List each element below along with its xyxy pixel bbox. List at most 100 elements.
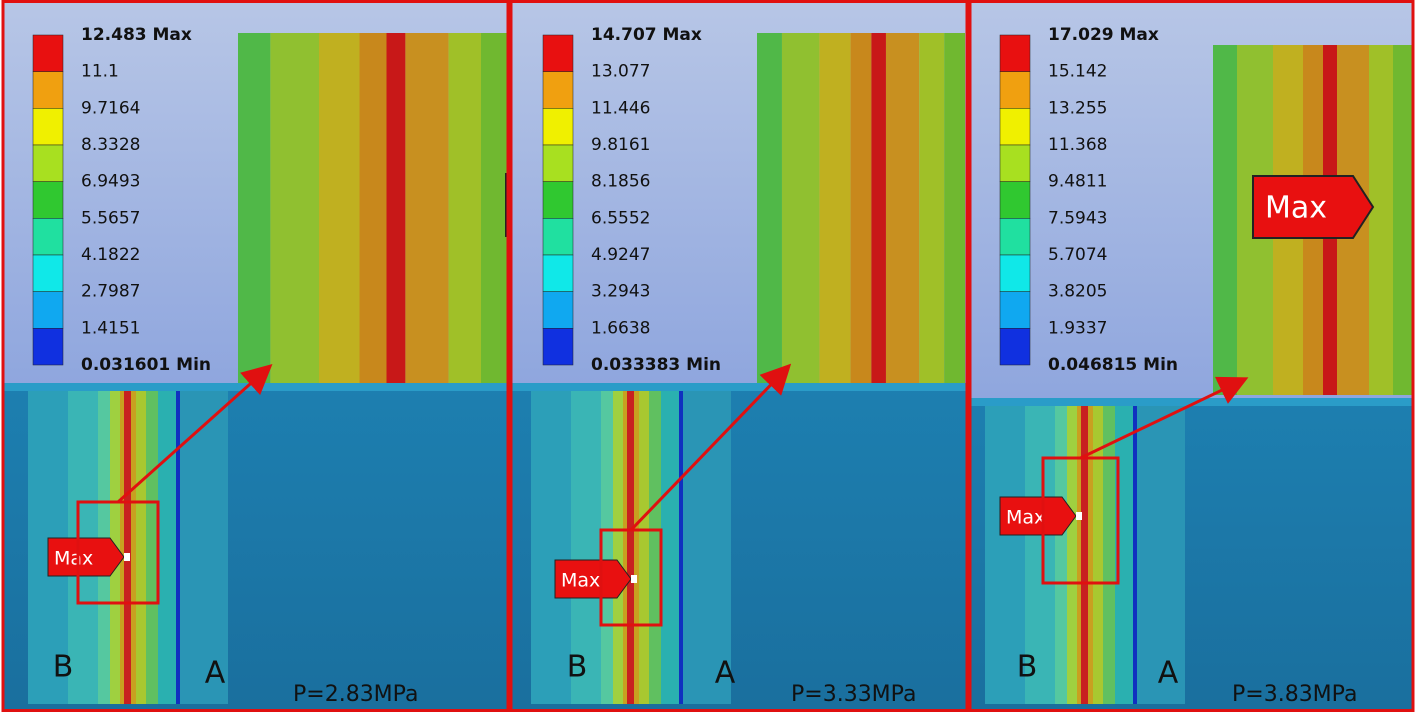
legend-label: 13.077 [591, 62, 650, 82]
zoom-arrow [1079, 376, 1249, 460]
legend-swatch [999, 34, 1031, 72]
stress-band [1055, 406, 1067, 704]
legend-label: 17.029 Max [1048, 25, 1159, 45]
label-a: A [715, 656, 736, 691]
stress-band [158, 391, 176, 704]
zoom-view [1213, 45, 1413, 395]
legend-label: 12.483 Max [81, 25, 192, 45]
zoom-band [405, 33, 449, 383]
zoom-band [850, 33, 872, 383]
legend-swatch [999, 71, 1031, 109]
legend-label: 4.1822 [81, 245, 140, 265]
panel: 17.029 Max 15.142 13.255 11.368 9.4811 7.5943… [968, 0, 1415, 712]
stress-band [136, 391, 146, 704]
stress-band [613, 391, 623, 704]
zoom-band [757, 33, 782, 383]
legend-label: 11.446 [591, 98, 650, 118]
legend-swatch [32, 254, 64, 292]
legend-label: 1.9337 [1048, 318, 1107, 338]
legend-swatch [542, 254, 574, 292]
legend-label: 1.4151 [81, 318, 140, 338]
legend-swatch [542, 328, 574, 366]
zoom-band [359, 33, 387, 383]
legend-label: 6.5552 [591, 208, 650, 228]
zoom-view [757, 33, 965, 383]
zoom-band [1369, 45, 1393, 395]
max-callout [1252, 175, 1375, 239]
legend-label: 3.2943 [591, 282, 650, 302]
zoom-band [481, 33, 508, 383]
panel-border [968, 0, 1415, 712]
legend-swatch [32, 71, 64, 109]
zoom-view [238, 33, 508, 383]
legend-swatch [32, 181, 64, 219]
stress-band [1133, 406, 1137, 704]
legend-swatch [999, 254, 1031, 292]
stress-band [601, 391, 613, 704]
stress-band [679, 391, 683, 704]
legend-label: 8.3328 [81, 135, 140, 155]
panel: 14.707 Max 13.077 11.446 9.8161 8.1856 6.5552… [509, 0, 1135, 712]
legend-label: 2.7987 [81, 282, 140, 302]
legend-swatch [999, 218, 1031, 256]
zoom-band [1393, 45, 1413, 395]
zoom-band [386, 33, 406, 383]
legend-swatch [32, 328, 64, 366]
stress-band [571, 391, 601, 704]
pressure-label: P=2.83MPa [293, 682, 418, 707]
zoom-arrow [117, 364, 273, 504]
legend-label: 0.033383 Min [591, 355, 721, 375]
legend-label: 6.9493 [81, 172, 140, 192]
legend-swatch [542, 181, 574, 219]
legend-label: 8.1856 [591, 172, 650, 192]
max-point [631, 575, 637, 583]
max-callout-label: Max [561, 570, 600, 592]
zoom-band [238, 33, 271, 383]
legend-swatch [32, 291, 64, 329]
legend-label: 11.368 [1048, 135, 1107, 155]
legend-label: 15.142 [1048, 62, 1107, 82]
stress-band [1025, 406, 1055, 704]
legend-swatch [999, 328, 1031, 366]
legend-label: 9.7164 [81, 98, 140, 118]
zoom-arrow [629, 363, 792, 532]
legend-label: 3.8205 [1048, 282, 1107, 302]
stress-band [627, 391, 634, 704]
zoom-band [819, 33, 851, 383]
stress-band [985, 406, 1025, 704]
legend-swatch [999, 144, 1031, 182]
label-a: A [1158, 656, 1179, 691]
legend-label: 1.6638 [591, 318, 650, 338]
label-b: B [567, 650, 588, 685]
max-point [1076, 512, 1082, 520]
stress-band [124, 391, 131, 704]
legend-swatch [32, 144, 64, 182]
stress-band [176, 391, 180, 704]
stress-band [1093, 406, 1103, 704]
legend-label: 13.255 [1048, 98, 1107, 118]
legend-label: 9.8161 [591, 135, 650, 155]
label-b: B [53, 650, 74, 685]
zoom-band [781, 33, 820, 383]
model-edge [3, 383, 508, 391]
legend-swatch [32, 218, 64, 256]
legend-swatch [999, 181, 1031, 219]
legend-swatch [542, 144, 574, 182]
zoom-band [885, 33, 920, 383]
legend-swatch [542, 34, 574, 72]
pressure-label: P=3.83MPa [1232, 682, 1357, 707]
legend-swatch [32, 108, 64, 146]
max-callout [554, 559, 632, 599]
legend-swatch [999, 291, 1031, 329]
label-b: B [1017, 650, 1038, 685]
zoom-band [1213, 45, 1237, 395]
max-callout [999, 496, 1077, 536]
stress-band [649, 391, 661, 704]
legend-label: 0.031601 Min [81, 355, 211, 375]
zoom-band [270, 33, 319, 383]
zoom-band [871, 33, 886, 383]
legend-swatch [999, 108, 1031, 146]
legend-swatch [542, 71, 574, 109]
panel-border [509, 0, 969, 712]
